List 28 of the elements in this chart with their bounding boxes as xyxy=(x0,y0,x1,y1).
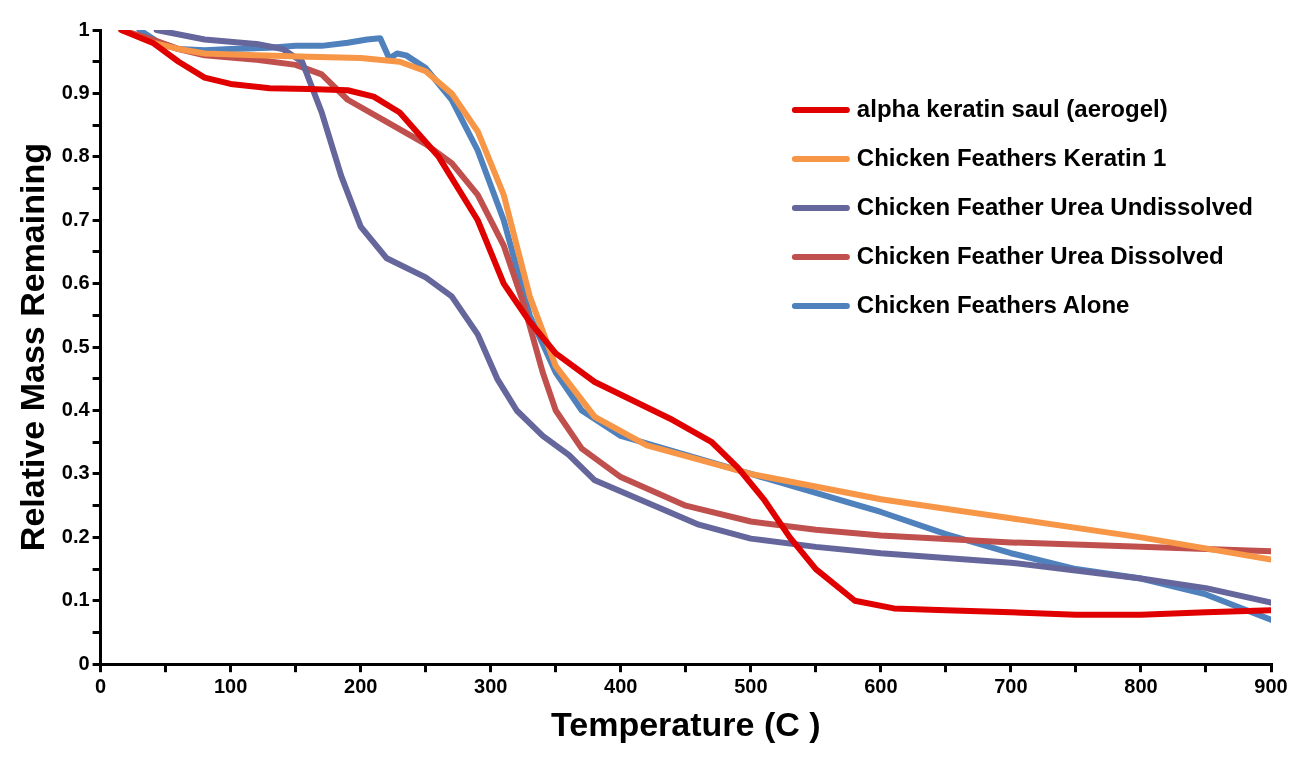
x-tick-label: 200 xyxy=(344,674,378,697)
x-tick-label: 500 xyxy=(734,674,768,697)
x-tick-label: 900 xyxy=(1254,674,1288,697)
x-tick-label: 400 xyxy=(604,674,638,697)
y-tick-label: 0 xyxy=(78,651,90,674)
legend-label: Chicken Feather Urea Dissolved xyxy=(856,241,1224,269)
legend-label: Chicken Feather Urea Undissolved xyxy=(856,192,1254,220)
y-tick-label: 1 xyxy=(78,17,90,40)
x-tick-label: 700 xyxy=(994,674,1028,697)
y-tick-label: 0.6 xyxy=(61,271,90,294)
y-tick-label: 0.9 xyxy=(61,80,90,103)
x-tick-label: 300 xyxy=(474,674,508,697)
y-tick-label: 0.2 xyxy=(61,524,90,547)
legend-label: alpha keratin saul (aerogel) xyxy=(856,94,1168,122)
y-tick-label: 0.8 xyxy=(61,144,90,167)
y-tick-label: 0.3 xyxy=(61,461,90,484)
x-tick-label: 100 xyxy=(213,674,248,697)
legend-label: Chicken Feathers Keratin 1 xyxy=(856,143,1167,171)
x-tick-label: 0 xyxy=(95,674,107,697)
y-axis-title: Relative Mass Remaining xyxy=(12,143,51,552)
legend-label: Chicken Feathers Alone xyxy=(856,290,1130,318)
y-tick-label: 0.7 xyxy=(61,207,90,230)
y-tick-label: 0.4 xyxy=(61,398,91,421)
y-tick-label: 0.1 xyxy=(61,588,90,611)
y-tick-label: 0.5 xyxy=(61,334,90,357)
x-tick-label: 800 xyxy=(1124,674,1158,697)
x-axis-title: Temperature (C ) xyxy=(551,704,821,743)
x-tick-label: 600 xyxy=(864,674,898,697)
